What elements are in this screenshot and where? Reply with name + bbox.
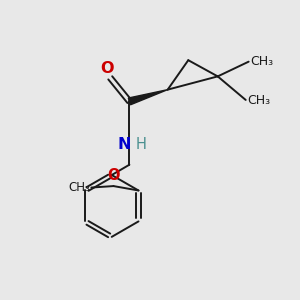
Text: CH₃: CH₃ — [68, 181, 90, 194]
Text: O: O — [100, 61, 113, 76]
Text: N: N — [117, 137, 131, 152]
Text: CH₃: CH₃ — [247, 94, 270, 107]
Text: H: H — [135, 137, 146, 152]
Polygon shape — [128, 90, 168, 105]
Text: O: O — [107, 168, 120, 183]
Text: CH₃: CH₃ — [250, 55, 273, 68]
